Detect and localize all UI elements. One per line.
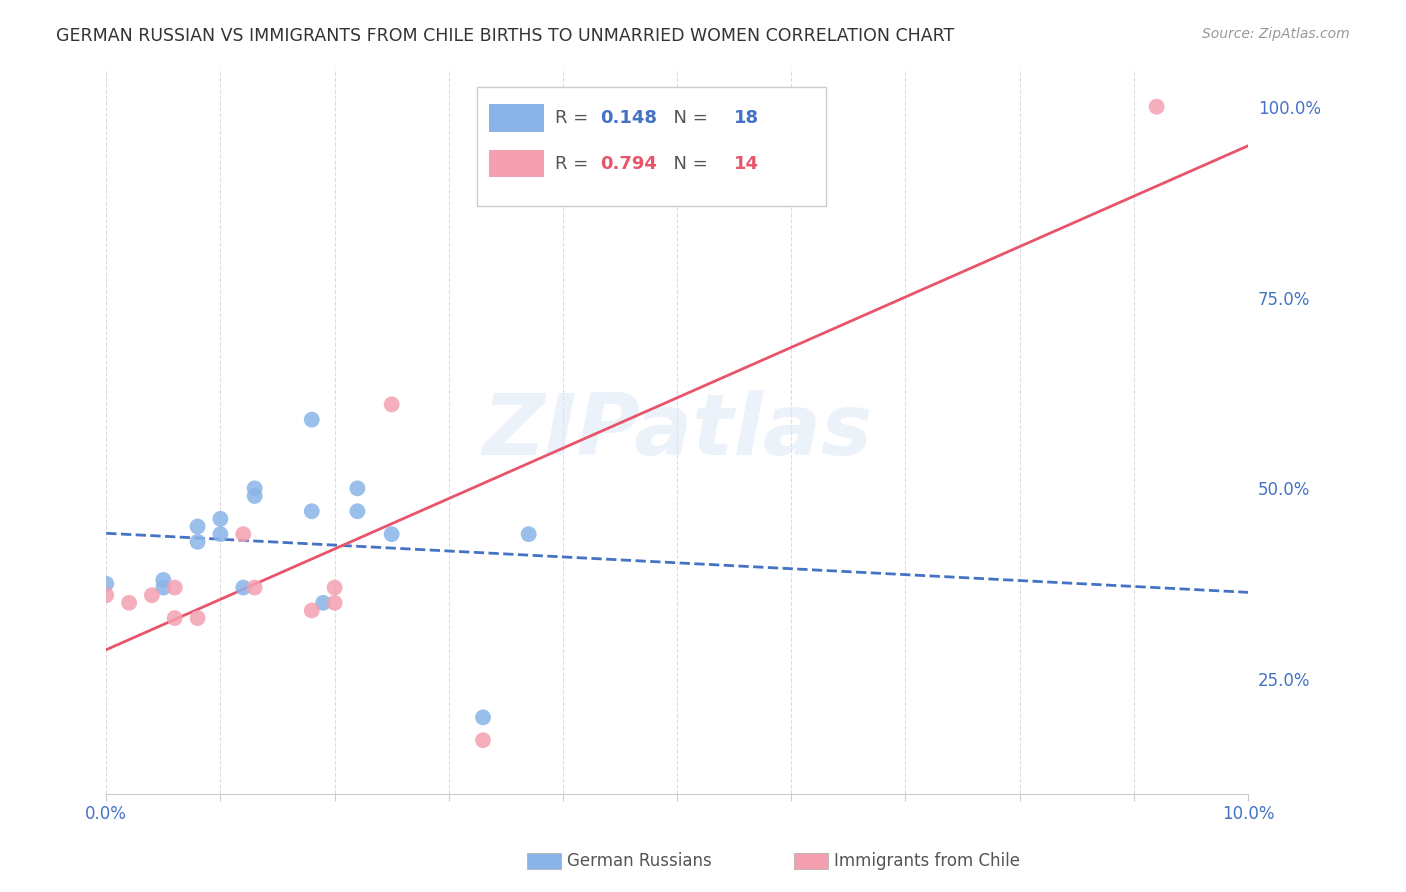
Bar — [477, 87, 825, 206]
Text: N =: N = — [662, 154, 714, 172]
Point — [243, 489, 266, 503]
Text: N =: N = — [662, 109, 714, 127]
Text: 14: 14 — [734, 154, 759, 172]
Point — [243, 481, 266, 495]
Text: ZIPatlas: ZIPatlas — [482, 390, 872, 473]
Point — [232, 527, 254, 541]
Point — [472, 733, 495, 747]
Text: R =: R = — [555, 154, 593, 172]
Point — [163, 611, 186, 625]
Text: Immigrants from Chile: Immigrants from Chile — [834, 852, 1019, 870]
Bar — [489, 150, 544, 178]
Point — [381, 527, 404, 541]
Point — [96, 588, 118, 602]
Point — [312, 596, 335, 610]
Point — [1146, 100, 1168, 114]
Point — [381, 397, 404, 411]
Point — [323, 596, 346, 610]
Point — [517, 527, 540, 541]
Bar — [489, 104, 544, 132]
Text: 18: 18 — [734, 109, 759, 127]
Point — [152, 581, 174, 595]
Text: 0.148: 0.148 — [600, 109, 658, 127]
Text: R =: R = — [555, 109, 593, 127]
Point — [96, 576, 118, 591]
Text: Source: ZipAtlas.com: Source: ZipAtlas.com — [1202, 27, 1350, 41]
Point — [346, 504, 368, 518]
Point — [163, 581, 186, 595]
Text: 0.794: 0.794 — [600, 154, 658, 172]
Point — [187, 534, 209, 549]
Point — [301, 603, 323, 617]
Point — [187, 519, 209, 533]
Point — [301, 504, 323, 518]
Point — [323, 581, 346, 595]
Point — [209, 527, 232, 541]
Point — [243, 581, 266, 595]
Point — [141, 588, 163, 602]
Point — [232, 581, 254, 595]
Point — [187, 611, 209, 625]
Point — [118, 596, 141, 610]
Point — [209, 512, 232, 526]
Point — [472, 710, 495, 724]
Text: GERMAN RUSSIAN VS IMMIGRANTS FROM CHILE BIRTHS TO UNMARRIED WOMEN CORRELATION CH: GERMAN RUSSIAN VS IMMIGRANTS FROM CHILE … — [56, 27, 955, 45]
Point — [301, 412, 323, 426]
Point — [152, 573, 174, 587]
Text: German Russians: German Russians — [567, 852, 711, 870]
Point — [346, 481, 368, 495]
